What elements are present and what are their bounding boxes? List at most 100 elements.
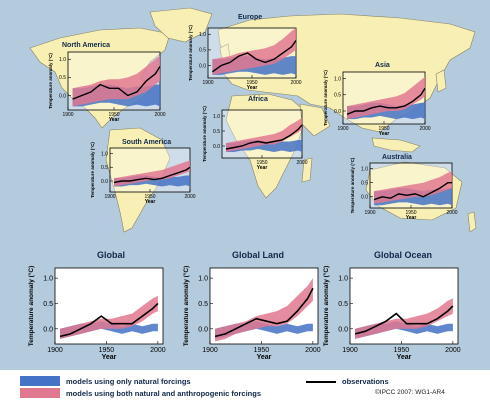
north-america-title: North America <box>62 42 110 49</box>
australia-xaxis-label: Year <box>406 215 417 221</box>
south-america-xtick-label: 2000 <box>184 194 195 200</box>
south-america-ytick-label: 0.0 <box>101 179 108 185</box>
global-ocean-xtick-label: 1950 <box>394 347 410 354</box>
north-america-xaxis-label: Year <box>109 117 120 123</box>
asia-ytick-label: 0.5 <box>334 93 341 99</box>
europe-xtick-label: 1900 <box>202 80 213 86</box>
asia-observation-line <box>346 87 426 115</box>
global-ocean-chart: 0.0 0.5 1.0 1900 1950 2000 Year Temperature ano… <box>322 250 461 361</box>
global-land-ytick-label: 0.0 <box>198 326 208 333</box>
africa-ytick-label: 1.0 <box>213 114 220 120</box>
europe-xtick-label: 2000 <box>290 80 301 86</box>
north-america-ytick-label: 1.0 <box>59 57 66 63</box>
north-america-xtick-label: 1950 <box>108 112 119 118</box>
north-america-ytick-label: 0.5 <box>59 75 66 81</box>
global-land-chart: 0.0 0.5 1.0 1900 1950 2000 Year Temperature ano… <box>182 250 321 361</box>
australia-observation-line <box>373 182 452 201</box>
australia-yaxis-label: Temperature anomaly (°C) <box>350 157 355 213</box>
australia-xtick-label: 1900 <box>364 210 375 216</box>
asia-xtick-label: 1900 <box>337 126 348 132</box>
australia-ytick-label: 0.5 <box>361 180 368 186</box>
global-ocean-anthro-band <box>355 298 453 339</box>
australia-xtick-label: 2000 <box>446 210 457 216</box>
global-ocean-observation-line <box>354 305 454 335</box>
south-america-xtick-label: 1900 <box>104 194 115 200</box>
north-america-anthro-band <box>72 55 160 107</box>
australia-title: Australia <box>382 154 412 161</box>
europe-chart: 0.0 0.5 1.0 1900 1950 2000 Year Temperature ano… <box>188 14 302 91</box>
charts-layer: 0.0 0.5 1.0 1900 1950 2000 Year Temperature ano… <box>27 14 461 361</box>
north-america-yaxis-label: Temperature anomaly (°C) <box>48 53 53 109</box>
africa-xtick-label: 2000 <box>296 160 307 166</box>
new-zealand-landmass <box>467 211 477 233</box>
australia-anthro-band <box>374 171 452 204</box>
natural-legend-label: models using only natural forcings <box>66 377 191 386</box>
global-land-xtick-label: 2000 <box>305 347 321 354</box>
global-land-yaxis-label: Temperature anomaly (°C) <box>182 266 190 347</box>
africa-xtick-label: 1950 <box>256 160 267 166</box>
global-anthro-band <box>60 295 158 339</box>
north-america-xtick-label: 2000 <box>154 112 165 118</box>
global-ocean-ytick-label: 1.0 <box>338 276 348 283</box>
south-america-yaxis-label: Temperature anomaly (°C) <box>90 142 95 198</box>
global-land-anthro-band <box>215 278 313 342</box>
global-title: Global <box>97 250 125 260</box>
africa-yaxis-label: Temperature anomaly (°C) <box>202 106 207 162</box>
europe-ytick-label: 0.0 <box>199 63 206 69</box>
australia-ytick-label: 1.0 <box>361 166 368 172</box>
europe-observation-line <box>211 40 297 73</box>
europe-ytick-label: 0.5 <box>199 48 206 54</box>
global-ytick-label: 0.0 <box>43 326 53 333</box>
global-ocean-yaxis-label: Temperature anomaly (°C) <box>322 266 330 347</box>
asia-ytick-label: 0.0 <box>334 109 341 115</box>
south-america-ytick-label: 1.0 <box>101 151 108 157</box>
africa-anthro-band <box>226 117 302 152</box>
global-land-xaxis-label: Year <box>257 354 272 361</box>
global-xtick-label: 1900 <box>47 347 63 354</box>
anthro-legend-swatch <box>20 388 60 398</box>
greenland-landmass <box>149 7 213 43</box>
global-yaxis-label: Temperature anomaly (°C) <box>27 266 35 347</box>
asia-xaxis-label: Year <box>379 131 390 137</box>
anthro-legend-label: models using both natural and anthropoge… <box>66 389 262 398</box>
global-ocean-title: Global Ocean <box>374 250 432 260</box>
europe-anthro-band <box>212 28 296 75</box>
europe-xaxis-label: Year <box>247 85 258 91</box>
global-xtick-label: 1950 <box>99 347 115 354</box>
global-land-title: Global Land <box>232 250 284 260</box>
global-ytick-label: 0.5 <box>43 301 53 308</box>
global-land-ytick-label: 1.0 <box>198 276 208 283</box>
global-ocean-xtick-label: 1900 <box>342 347 358 354</box>
europe-ytick-label: 1.0 <box>199 32 206 38</box>
africa-chart: 0.0 0.5 1.0 1950 2000 Year Temperature anomaly… <box>202 96 308 171</box>
australia-chart: 0.0 0.5 1.0 1900 1950 2000 Year Temperature ano… <box>350 154 458 221</box>
south-america-xaxis-label: Year <box>145 199 156 205</box>
south-america-ytick-label: 0.5 <box>101 165 108 171</box>
obs-legend-line <box>306 381 336 383</box>
asia-anthro-band <box>347 76 425 120</box>
legend-band <box>0 370 490 400</box>
north-america-ytick-label: 0.0 <box>59 93 66 99</box>
europe-title: Europe <box>238 14 262 21</box>
asia-title: Asia <box>375 62 390 69</box>
australia-xtick-label: 1950 <box>405 210 416 216</box>
global-xtick-label: 2000 <box>150 347 166 354</box>
south-america-xtick-label: 1950 <box>144 194 155 200</box>
south-america-observation-line <box>113 166 191 184</box>
europe-xtick-label: 1950 <box>246 80 257 86</box>
global-observation-line <box>59 302 159 338</box>
global-chart: 0.0 0.5 1.0 1900 1950 2000 Year Temperature ano… <box>27 250 166 361</box>
asia-xtick-label: 2000 <box>419 126 430 132</box>
north-america-observation-line <box>72 66 161 100</box>
asia-yaxis-label: Temperature anomaly (°C) <box>323 70 328 126</box>
obs-legend-label: observations <box>342 377 389 386</box>
indonesia-landmass <box>371 137 421 153</box>
north-america-chart: 0.0 0.5 1.0 1900 1950 2000 Year Temperature ano… <box>48 42 166 123</box>
natural-legend-swatch <box>20 376 60 386</box>
global-xaxis-label: Year <box>102 354 117 361</box>
global-land-ytick-label: 0.5 <box>198 301 208 308</box>
global-ocean-ytick-label: 0.0 <box>338 326 348 333</box>
global-land-xtick-label: 1900 <box>202 347 218 354</box>
